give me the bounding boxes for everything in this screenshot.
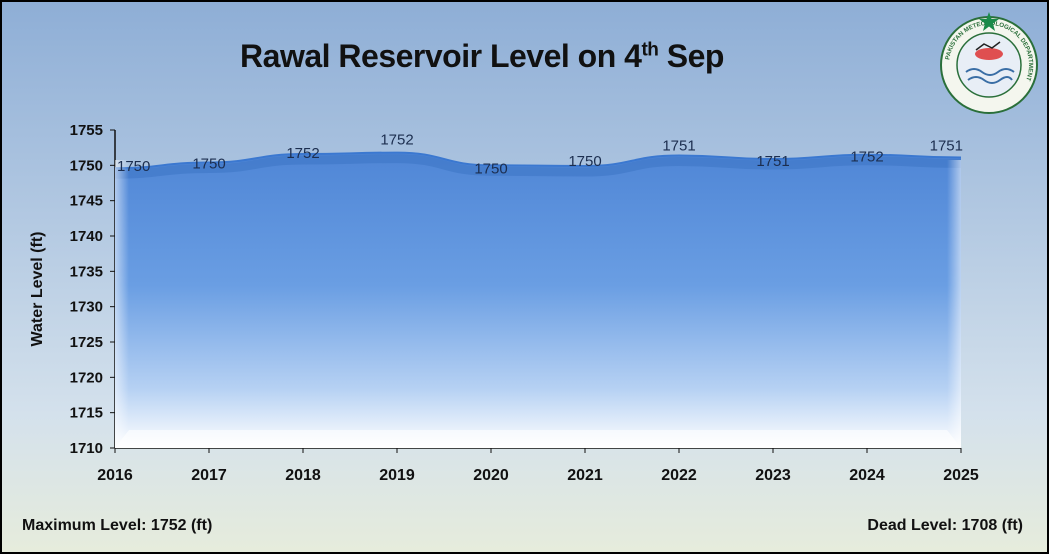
pmd-logo: PAKISTAN METEOROLOGICAL DEPARTMENT <box>940 12 1038 114</box>
x-tick-label: 2025 <box>943 467 979 484</box>
chart-title: Rawal Reservoir Level on 4th Sep <box>240 38 724 74</box>
y-tick-label: 1715 <box>70 405 103 422</box>
data-labels: 1750 1750 1752 1752 1750 1750 1751 1751 1752 1751 <box>117 132 963 178</box>
y-axis-label-group: Water Level (ft) <box>29 232 46 347</box>
maximum-level-note: Maximum Level: 1752 (ft) <box>22 517 213 534</box>
data-label: 1751 <box>930 138 963 155</box>
x-tick-label: 2017 <box>191 467 227 484</box>
data-label: 1750 <box>568 153 601 170</box>
data-label: 1752 <box>380 132 413 149</box>
y-tick-label: 1735 <box>70 263 103 280</box>
data-label: 1751 <box>662 137 695 154</box>
y-tick-label: 1740 <box>70 228 103 245</box>
y-tick-label: 1710 <box>70 440 103 457</box>
series-area <box>114 151 962 448</box>
x-tick-label: 2023 <box>755 467 791 484</box>
y-tick-label: 1720 <box>70 369 103 386</box>
y-tick-label: 1725 <box>70 334 103 351</box>
dead-level-note: Dead Level: 1708 (ft) <box>867 517 1023 534</box>
area-edge-line <box>114 151 962 170</box>
y-axis-title: Water Level (ft) <box>29 232 46 347</box>
x-axis: 2016 2017 2018 2019 2020 2021 2022 2023 2024 2025 <box>97 447 979 484</box>
y-tick-label: 1750 <box>70 157 103 174</box>
x-tick-label: 2019 <box>379 467 415 484</box>
x-tick-label: 2016 <box>97 467 133 484</box>
x-tick-label: 2018 <box>285 467 321 484</box>
y-tick-label: 1745 <box>70 193 103 210</box>
y-axis: 1710 1715 1720 1725 1730 1735 1740 1745 1750 1755 <box>70 122 116 457</box>
data-label: 1750 <box>117 158 150 175</box>
data-label: 1752 <box>850 149 883 166</box>
y-tick-label: 1730 <box>70 299 103 316</box>
x-tick-label: 2022 <box>661 467 697 484</box>
data-label: 1750 <box>474 160 507 177</box>
x-tick-label: 2024 <box>849 467 885 484</box>
area-bevel <box>114 154 962 179</box>
data-label: 1750 <box>192 156 225 173</box>
x-tick-label: 2020 <box>473 467 509 484</box>
data-label: 1751 <box>756 153 789 170</box>
area-right-bevel <box>947 160 961 448</box>
y-tick-label: 1755 <box>70 122 103 139</box>
data-label: 1752 <box>286 145 319 162</box>
x-tick-label: 2021 <box>567 467 603 484</box>
area-left-bevel <box>115 160 129 448</box>
star-icon <box>979 12 999 31</box>
area-fill <box>115 152 961 448</box>
area-bottom-bevel <box>115 430 961 448</box>
